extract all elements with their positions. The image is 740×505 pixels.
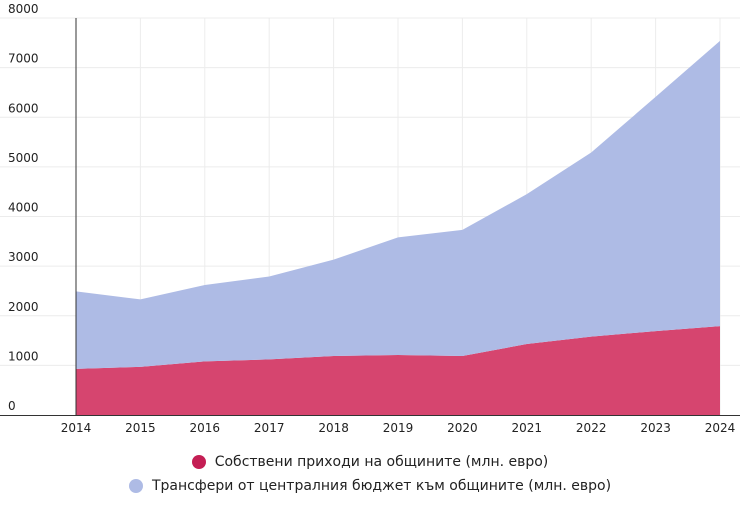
legend-item-transfers[interactable]: Трансфери от централния бюджет към общин…: [128, 474, 612, 498]
legend-item-own-revenue[interactable]: Собствени приходи на общините (млн. евро…: [191, 450, 549, 474]
x-tick-label: 2018: [318, 421, 349, 435]
x-tick-label: 2014: [61, 421, 92, 435]
x-tick-label: 2019: [383, 421, 414, 435]
x-tick-label: 2017: [254, 421, 285, 435]
x-tick-labels: 2014 2015 2016 2017 2018 2019 2020 2021 2022 2023…: [61, 421, 736, 435]
legend-label-transfers: Трансфери от централния бюджет към общин…: [151, 478, 612, 494]
y-tick-label: 5000: [8, 151, 39, 165]
y-tick-label: 0: [8, 399, 16, 413]
legend-marker-transfers: [128, 479, 143, 493]
legend-row-own-revenue: Собствени приходи на общините (млн. евро…: [0, 450, 740, 474]
y-tick-label: 7000: [8, 52, 39, 66]
y-tick-labels: 0 1000 2000 3000 4000 5000 6000 7000 8000: [8, 2, 39, 413]
area-series-0: [76, 326, 720, 415]
x-tick-label: 2023: [640, 421, 671, 435]
y-tick-label: 3000: [8, 250, 39, 264]
area-series-1: [76, 40, 720, 369]
x-tick-label: 2015: [125, 421, 156, 435]
x-tick-label: 2016: [190, 421, 221, 435]
x-tick-label: 2020: [447, 421, 478, 435]
y-tick-label: 8000: [8, 2, 39, 16]
legend: Собствени приходи на общините (млн. евро…: [0, 450, 740, 498]
area-series: [76, 40, 720, 415]
x-tick-label: 2024: [705, 421, 736, 435]
axes: [0, 18, 740, 416]
x-tick-label: 2021: [512, 421, 543, 435]
y-tick-label: 2000: [8, 300, 39, 314]
legend-label-own-revenue: Собствени приходи на общините (млн. евро…: [214, 454, 549, 470]
legend-row-transfers: Трансфери от централния бюджет към общин…: [0, 474, 740, 498]
y-tick-label: 1000: [8, 349, 39, 363]
legend-marker-own-revenue: [191, 455, 206, 469]
x-tick-label: 2022: [576, 421, 607, 435]
y-tick-label: 4000: [8, 201, 39, 215]
y-tick-label: 6000: [8, 101, 39, 115]
